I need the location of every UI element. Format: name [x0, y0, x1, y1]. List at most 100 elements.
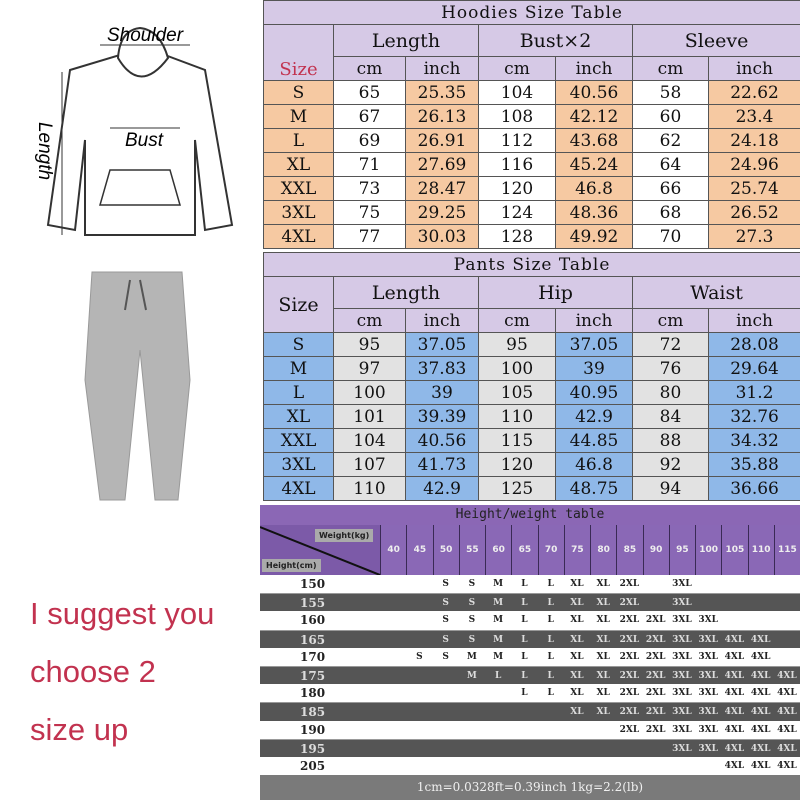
value-cell: 24.18 [707, 128, 800, 153]
product-images: Shoulder Bust Length I suggest you choos… [0, 0, 260, 800]
height-value: 205 [300, 759, 326, 773]
size-recommendation: 4XL [750, 724, 771, 735]
value-cell: 42.9 [405, 476, 479, 501]
value-cell: 64 [632, 152, 709, 177]
size-recommendation: XL [570, 615, 584, 626]
value-cell: 43.68 [555, 128, 633, 153]
value-cell: 100 [478, 356, 556, 381]
value-cell: 110 [478, 404, 556, 429]
value-cell: 31.2 [707, 380, 800, 405]
value-cell: 23.4 [707, 104, 800, 129]
value-cell: 40.95 [555, 380, 633, 405]
hw-row: 175 M L L L XL XL 2XL 2XL 3XL 3XL 4XL 4XL 4XL [260, 666, 800, 685]
value-cell: 80 [632, 380, 709, 405]
size-recommendation: XL [596, 634, 610, 645]
value-cell: 95 [478, 332, 556, 357]
size-recommendation: 2XL [645, 615, 666, 626]
weight-column-header: 60 [485, 525, 512, 575]
unit-header: cm [478, 308, 556, 333]
weight-column-header: 85 [616, 525, 643, 575]
weight-column-header: 80 [590, 525, 617, 575]
size-cell: S [263, 332, 334, 357]
value-cell: 88 [632, 428, 709, 453]
value-cell: 68 [632, 200, 709, 225]
value-cell: 66 [632, 176, 709, 201]
size-recommendation: 3XL [698, 634, 718, 645]
size-header: Size [263, 276, 334, 333]
hw-row: 190 2XL 2XL 3XL 3XL 4XL 4XL 4XL [260, 720, 800, 740]
value-cell: 29.64 [707, 356, 800, 381]
size-recommendation: 3XL [672, 688, 692, 699]
size-recommendation: 4XL [750, 634, 771, 645]
weight-column-header: 75 [563, 525, 590, 575]
unit-header: cm [333, 56, 406, 81]
size-recommendation: L [547, 634, 554, 645]
suggestion-line: choose 2 [30, 654, 156, 689]
size-recommendation: XL [596, 688, 610, 699]
size-recommendation: XL [596, 671, 610, 681]
size-recommendation: 4XL [750, 707, 771, 718]
title-row: Hoodies Size Table [262, 0, 800, 25]
size-recommendation: L [547, 579, 554, 589]
value-cell: 112 [478, 128, 556, 153]
value-cell: 107 [333, 452, 406, 477]
pants-size-table: Pants Size Table Size Length Hip Waist cm inch… [262, 252, 800, 501]
size-recommendation: 3XL [672, 707, 692, 718]
table-row: 3XL 107 41.73 120 46.8 92 35.88 [263, 452, 800, 477]
size-recommendation: L [521, 615, 528, 626]
size-recommendation: S [442, 634, 449, 645]
size-recommendation: XL [596, 615, 610, 626]
size-recommendation: XL [570, 707, 584, 718]
column-group-header: Length [333, 24, 479, 57]
height-value: 185 [300, 705, 326, 720]
unit-row: cm inch cm inch cm inch [264, 308, 800, 333]
size-recommendation: S [416, 651, 423, 662]
value-cell: 46.8 [555, 452, 633, 477]
size-recommendation: 2XL [619, 598, 640, 609]
height-value: 170 [300, 649, 326, 664]
value-cell: 120 [478, 176, 556, 201]
unit-header: cm [632, 56, 709, 81]
value-cell: 25.74 [707, 176, 800, 201]
size-recommendation: XL [596, 651, 610, 662]
size-recommendation: 3XL [672, 634, 692, 645]
value-cell: 26.91 [405, 128, 479, 153]
size-recommendation: 2XL [619, 579, 640, 589]
weight-column-header: 45 [406, 525, 433, 575]
height-value: 160 [300, 613, 326, 628]
value-cell: 42.9 [555, 404, 633, 429]
size-recommendation: M [493, 634, 504, 645]
size-recommendation: L [547, 671, 554, 681]
value-cell: 35.88 [707, 452, 800, 477]
weight-column-header: 110 [747, 525, 774, 575]
unit-row: cm inch cm inch cm inch [264, 56, 800, 81]
size-recommendation: 4XL [777, 761, 797, 771]
size-recommendation: L [547, 651, 554, 662]
unit-header: inch [405, 56, 479, 81]
value-cell: 84 [632, 404, 709, 429]
hw-row: 170 S S M M L L XL XL 2XL 2XL 3XL 3XL 4XL 4XL [260, 647, 800, 667]
size-recommendation: 4XL [724, 743, 745, 754]
table-row: XXL 73 28.47 120 46.8 66 25.74 [263, 176, 800, 201]
size-recommendation: 2XL [619, 634, 640, 645]
table-row: 3XL 75 29.25 124 48.36 68 26.52 [263, 200, 800, 225]
value-cell: 73 [333, 176, 406, 201]
value-cell: 97 [333, 356, 406, 381]
size-recommendation: L [547, 688, 554, 699]
column-group-header: Bust×2 [478, 24, 633, 57]
hw-title: Height/weight table [260, 505, 800, 525]
size-recommendation: S [468, 579, 476, 589]
table-row: XL 101 39.39 110 42.9 84 32.76 [263, 404, 800, 429]
size-recommendation: 4XL [777, 743, 797, 754]
value-cell: 22.62 [707, 80, 800, 105]
size-cell: M [263, 356, 334, 381]
height-value: 150 [300, 577, 326, 591]
unit-header: inch [555, 308, 633, 333]
size-recommendation: 2XL [619, 688, 640, 699]
size-cell: XL [263, 152, 334, 177]
weight-column-header: 105 [721, 525, 748, 575]
value-cell: 32.76 [707, 404, 800, 429]
value-cell: 75 [333, 200, 406, 225]
title-row: Pants Size Table [262, 252, 800, 277]
size-recommendation: M [493, 651, 504, 662]
